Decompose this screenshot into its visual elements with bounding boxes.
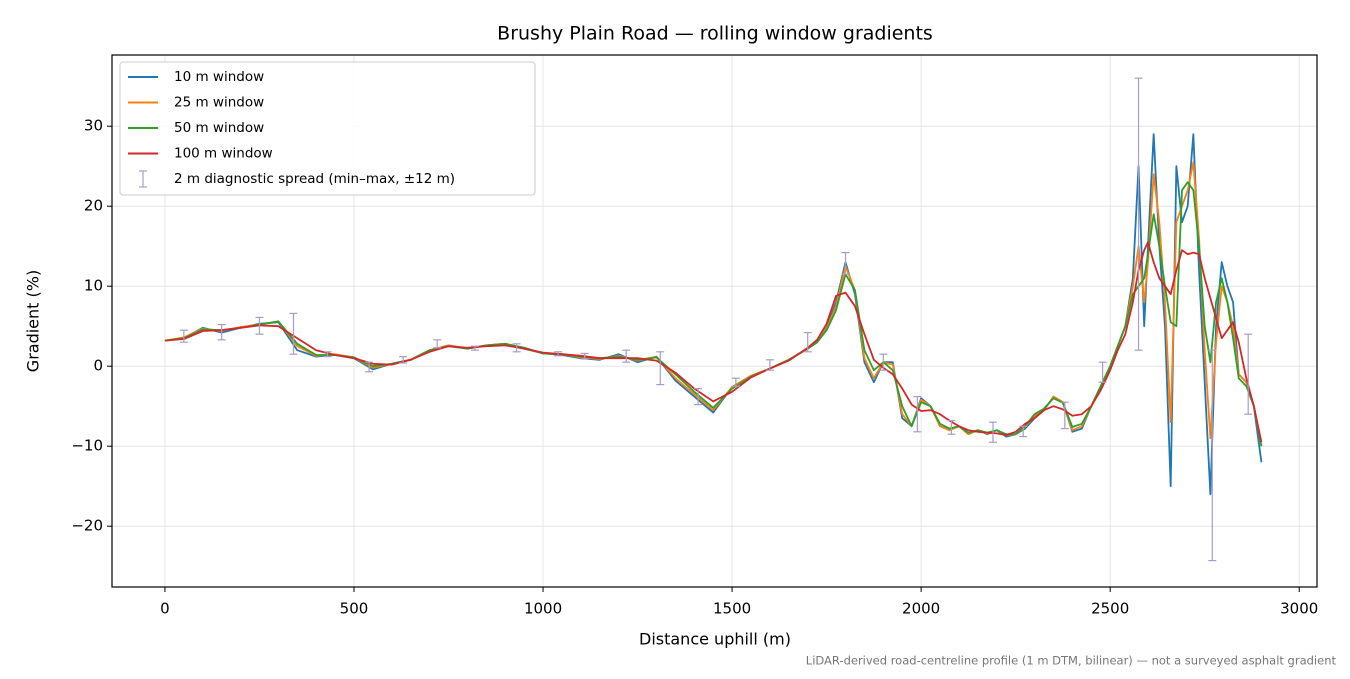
legend-label: 25 m window xyxy=(174,95,264,111)
error-bar xyxy=(179,329,188,343)
legend-label: 100 m window xyxy=(174,146,273,162)
y-tick-label: 10 xyxy=(84,277,103,295)
y-tick-label: −10 xyxy=(71,437,103,455)
error-bar xyxy=(765,359,774,371)
error-bar xyxy=(323,351,332,358)
x-axis-label: Distance uphill (m) xyxy=(639,630,791,649)
error-bar xyxy=(656,351,665,386)
error-bar xyxy=(731,377,740,387)
legend-label: 2 m diagnostic spread (min–max, ±12 m) xyxy=(174,171,455,187)
error-bar xyxy=(622,349,631,363)
x-tick-label: 1000 xyxy=(524,600,562,618)
error-bar xyxy=(1244,333,1253,415)
error-bar xyxy=(1060,401,1069,430)
x-tick-label: 0 xyxy=(160,600,170,618)
y-axis-label: Gradient (%) xyxy=(24,270,43,372)
error-bar xyxy=(554,351,563,357)
x-tick-label: 2000 xyxy=(902,600,940,618)
error-bar xyxy=(580,352,589,360)
error-bar xyxy=(512,343,521,353)
legend-label: 50 m window xyxy=(174,120,264,136)
legend-box xyxy=(119,61,536,196)
plot-frame xyxy=(111,54,1318,588)
error-bar xyxy=(289,312,298,355)
error-bar xyxy=(694,388,703,406)
error-bar xyxy=(255,316,264,335)
x-tick-label: 3000 xyxy=(1280,600,1318,618)
error-bar xyxy=(988,421,997,443)
plot-area xyxy=(164,77,1263,562)
error-bar xyxy=(433,339,442,349)
legend-label: 10 m window xyxy=(174,69,264,85)
x-tick-label: 500 xyxy=(340,600,369,618)
error-bar xyxy=(803,332,812,353)
error-bar xyxy=(947,420,956,435)
y-tick-label: 0 xyxy=(93,357,103,375)
error-bar xyxy=(1208,349,1217,562)
error-bar xyxy=(841,252,850,275)
y-tick-label: −20 xyxy=(71,517,103,535)
y-tick-label: 20 xyxy=(84,197,103,215)
error-bar xyxy=(1019,425,1028,438)
error-bar xyxy=(1134,77,1143,351)
footnote: LiDAR-derived road-centreline profile (1… xyxy=(806,654,1337,668)
line-series xyxy=(164,241,1263,443)
error-bar xyxy=(217,324,226,341)
y-tick-label: 30 xyxy=(84,117,103,135)
error-bar xyxy=(365,361,374,373)
error-bar xyxy=(913,396,922,433)
chart-title: Brushy Plain Road — rolling window gradi… xyxy=(497,23,933,45)
x-tick-label: 2500 xyxy=(1091,600,1129,618)
x-tick-label: 1500 xyxy=(713,600,751,618)
error-bar xyxy=(879,353,888,371)
error-bar xyxy=(470,345,479,351)
error-bar xyxy=(399,356,408,364)
error-bar xyxy=(1098,361,1107,383)
